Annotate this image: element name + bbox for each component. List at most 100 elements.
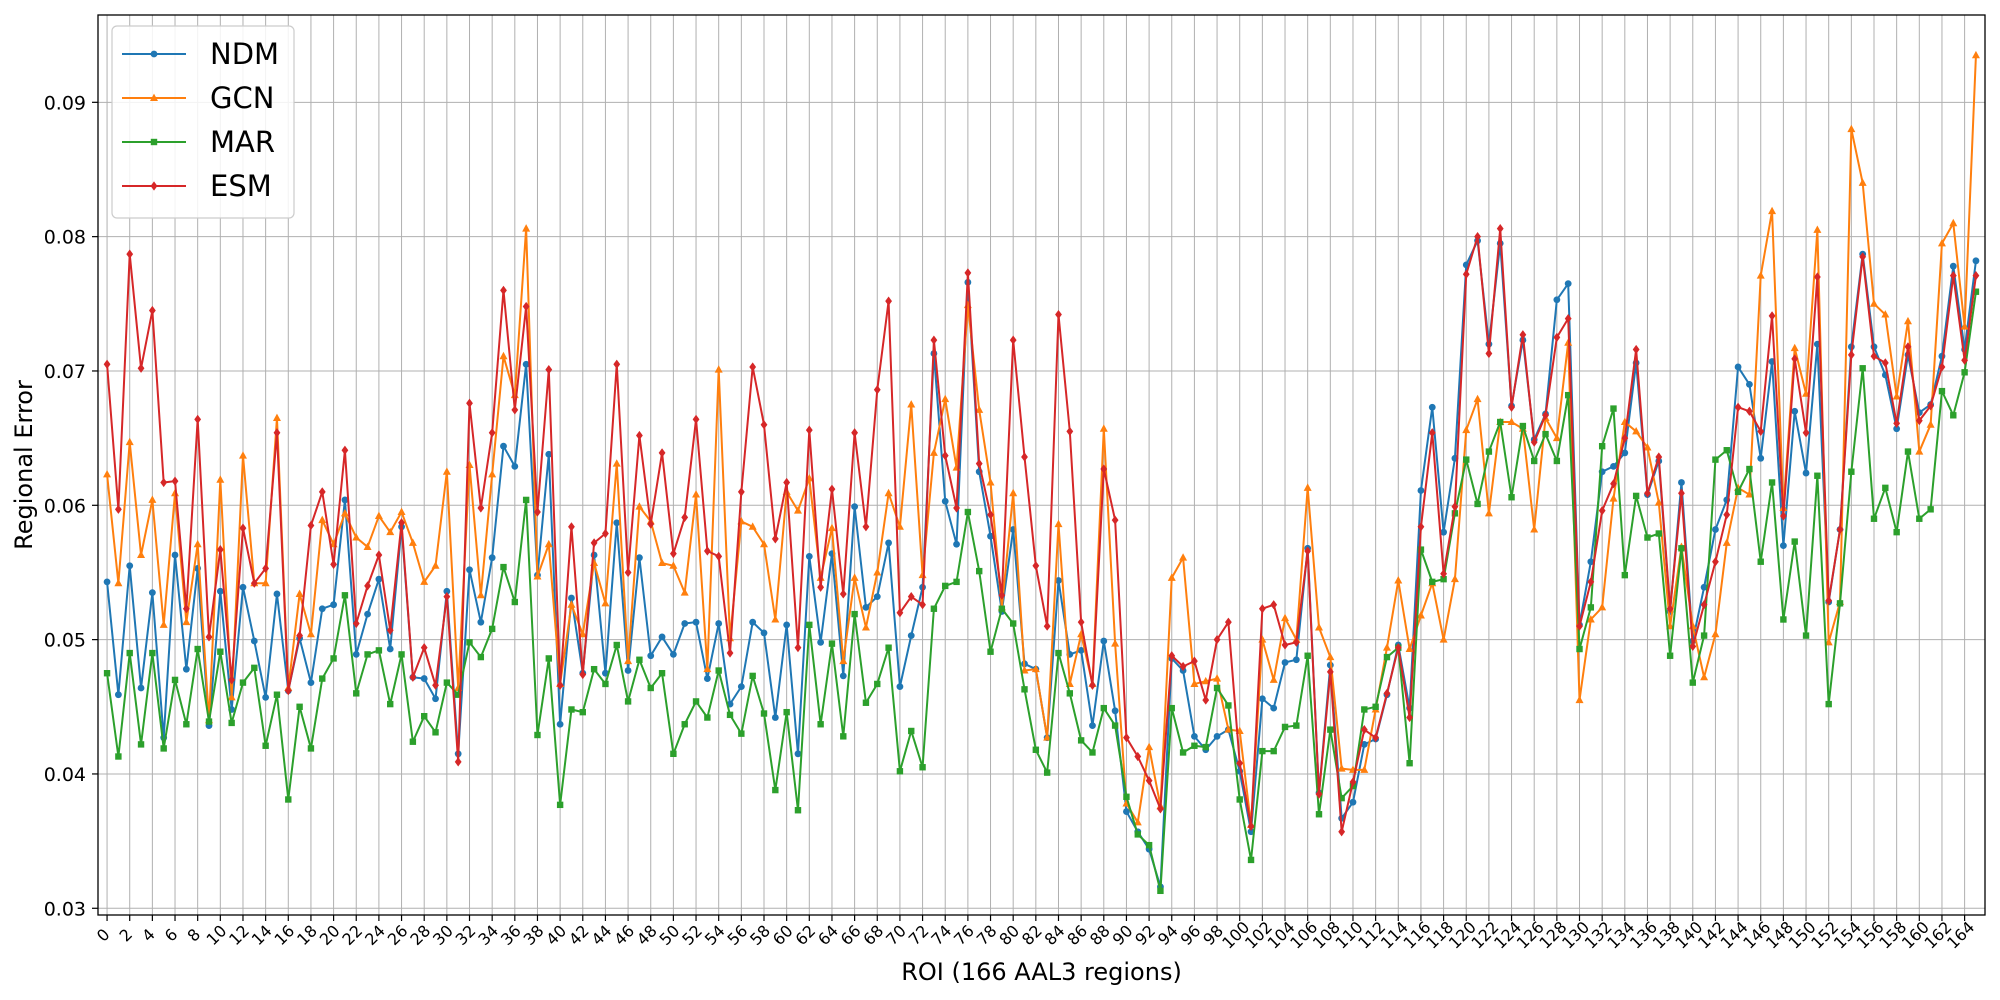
series-esm-point bbox=[409, 672, 417, 682]
series-mar-point bbox=[115, 753, 122, 760]
series-mar-point bbox=[568, 706, 575, 713]
series-esm-point bbox=[556, 680, 564, 690]
series-gcn-point bbox=[1281, 613, 1290, 622]
series-mar-point bbox=[1417, 546, 1425, 553]
series-esm-point bbox=[171, 476, 179, 486]
series-gcn-point bbox=[601, 598, 610, 607]
series-esm-point bbox=[228, 675, 236, 685]
series-esm-point bbox=[760, 420, 768, 430]
series-mar-point bbox=[579, 708, 586, 716]
series-ndm-point bbox=[1270, 704, 1278, 712]
series-mar-point bbox=[1077, 737, 1085, 744]
series-ndm-point bbox=[1791, 407, 1799, 415]
series-ndm-point bbox=[1949, 262, 1957, 270]
series-ndm-point bbox=[703, 675, 711, 682]
series-mar-point bbox=[1145, 841, 1153, 849]
series-esm-point bbox=[1587, 577, 1595, 587]
series-gcn-point bbox=[295, 589, 304, 597]
series-gcn-point bbox=[929, 448, 938, 456]
series-gcn-point bbox=[1598, 602, 1607, 611]
series-mar-point bbox=[183, 721, 190, 728]
series-esm-point bbox=[239, 523, 247, 533]
series-gcn-point bbox=[1575, 695, 1584, 704]
series-esm-point bbox=[1553, 332, 1561, 342]
series-ndm-point bbox=[1621, 449, 1629, 457]
series-gcn-point bbox=[1360, 765, 1369, 773]
series-gcn-point bbox=[533, 572, 542, 580]
series-esm-point bbox=[1655, 452, 1663, 462]
series-esm-point bbox=[1270, 600, 1278, 610]
series-esm-point bbox=[1372, 733, 1380, 743]
series-esm-point bbox=[137, 363, 145, 373]
series-gcn-point bbox=[1949, 218, 1958, 227]
series-gcn-point bbox=[873, 568, 882, 576]
series-mar-point bbox=[1123, 793, 1130, 800]
series-ndm-point bbox=[1089, 722, 1096, 729]
series-mar-point bbox=[194, 645, 201, 653]
series-esm-point bbox=[658, 448, 666, 458]
series-gcn-point bbox=[397, 507, 406, 516]
series-mar-point bbox=[794, 807, 802, 814]
series-mar-point bbox=[1032, 746, 1040, 753]
series-esm-point bbox=[1700, 600, 1708, 610]
series-ndm-point bbox=[613, 519, 621, 527]
series-ndm-point bbox=[1757, 454, 1765, 462]
series-mar-point bbox=[1225, 702, 1232, 709]
series-gcn-point bbox=[1382, 643, 1391, 651]
series-gcn-point bbox=[658, 558, 667, 567]
series-mar-point bbox=[1870, 515, 1878, 522]
series-gcn-point bbox=[669, 561, 678, 569]
series-ndm-point bbox=[1972, 257, 1980, 265]
series-mar-point bbox=[1519, 422, 1527, 430]
series-esm-point bbox=[103, 359, 111, 369]
series-mar-line bbox=[106, 291, 1977, 892]
series-gcn-point bbox=[1099, 424, 1108, 432]
series-mar-point bbox=[1927, 506, 1934, 513]
series-gcn-point bbox=[431, 561, 440, 569]
series-gcn-line bbox=[106, 55, 1977, 826]
series-gcn-point bbox=[1190, 679, 1199, 687]
series-mar-point bbox=[353, 690, 360, 697]
series-mar-point bbox=[1961, 369, 1968, 376]
series-mar-point bbox=[1938, 387, 1946, 395]
series-gcn-point bbox=[1609, 494, 1618, 502]
series-esm bbox=[103, 223, 1980, 837]
series-ndm-point bbox=[500, 442, 507, 450]
series-mar-point bbox=[1678, 545, 1685, 552]
series-esm-point bbox=[579, 669, 587, 680]
series-esm-point bbox=[432, 680, 439, 690]
series-mar-point bbox=[704, 714, 711, 721]
series-esm-point bbox=[1666, 604, 1674, 614]
series-ndm-point bbox=[862, 603, 870, 611]
series-esm-point bbox=[590, 538, 598, 548]
series-mar-point bbox=[1100, 704, 1107, 712]
series-gcn-point bbox=[1654, 498, 1663, 506]
series-ndm-point bbox=[182, 665, 190, 673]
series-esm-point bbox=[488, 428, 496, 438]
series-mar-point bbox=[1644, 534, 1651, 541]
series-gcn-point bbox=[114, 578, 123, 587]
series-esm-point bbox=[1859, 252, 1867, 262]
series-ndm-point bbox=[137, 684, 145, 692]
series-mar-point bbox=[930, 605, 938, 612]
series-ndm-point bbox=[1428, 403, 1436, 411]
series-ndm-point bbox=[658, 633, 666, 641]
series-gcn-point bbox=[488, 470, 497, 478]
series-esm-point bbox=[828, 484, 836, 494]
series-esm-point bbox=[1723, 510, 1731, 520]
series-mar-point bbox=[1712, 456, 1719, 463]
series-mar-point bbox=[1655, 530, 1662, 537]
series-esm-point bbox=[1972, 270, 1980, 281]
series-ndm-point bbox=[1360, 741, 1368, 748]
series-ndm-point bbox=[352, 651, 360, 658]
series-gcn-point bbox=[975, 405, 984, 413]
series-ndm-point bbox=[318, 605, 326, 613]
series-mar-point bbox=[1825, 700, 1832, 708]
series-mar-point bbox=[749, 672, 756, 680]
series-ndm-point bbox=[760, 629, 768, 637]
series-esm-point bbox=[1915, 416, 1923, 426]
series-mar-point bbox=[500, 563, 507, 571]
series-ndm-point bbox=[817, 638, 825, 646]
series-esm-point bbox=[987, 510, 994, 520]
